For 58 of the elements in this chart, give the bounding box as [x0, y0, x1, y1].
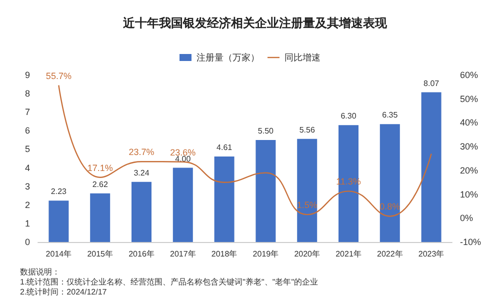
x-tick-label: 2022年 [377, 250, 403, 258]
bar [421, 92, 442, 242]
y-tick-label: 9 [24, 70, 30, 80]
x-tick-label: 2014年 [46, 250, 72, 258]
chart-title: 近十年我国银发经济相关企业注册量及其增速表现 [122, 16, 388, 30]
y2-tick-label: 30% [460, 142, 478, 152]
bar [380, 124, 400, 242]
y-tick-label: 5 [24, 144, 30, 154]
x-tick-label: 2017年 [170, 250, 196, 258]
data-label: 55.7% [46, 70, 72, 81]
y2-tick-label: -10% [460, 237, 482, 247]
data-label: 5.56 [299, 125, 316, 134]
bar [48, 200, 69, 242]
x-tick-label: 2016年 [128, 250, 154, 258]
x-tick-label: 2018年 [211, 250, 238, 258]
bar [132, 182, 152, 242]
y2-tick-label: 60% [460, 70, 478, 80]
text: 2.统计时间：2024/12/17 [20, 288, 108, 296]
y-tick-label: 6 [24, 126, 30, 136]
y2-tick-label: 50% [460, 94, 478, 104]
x-tick-label: 2019年 [252, 250, 279, 258]
x-tick-label: 2015年 [87, 250, 113, 258]
y-tick-label: 8 [24, 88, 30, 99]
data-label: 3.24 [134, 168, 150, 178]
data-label: 17.1% [87, 162, 113, 173]
bar [172, 168, 193, 242]
legend-label: 同比增速 [284, 52, 320, 62]
bar [338, 125, 358, 242]
bar [256, 140, 276, 242]
y2-tick-label: 40% [460, 118, 478, 128]
text: 1.统计范围：仅统计企业名称、经营范围、产品名称包含关键词"养老"、"老年"的企业 [20, 278, 318, 286]
data-label: 8.07 [424, 78, 440, 88]
legend-label: 注册量（万家） [196, 52, 260, 62]
data-label: 4.61 [216, 142, 233, 152]
bar [214, 156, 234, 242]
data-label: 6.35 [382, 110, 398, 120]
x-tick-label: 2023年 [418, 250, 444, 258]
x-tick-label: 2021年 [336, 250, 362, 258]
data-label: 6.30 [340, 112, 357, 121]
y-tick-label: 7 [24, 107, 30, 118]
data-label: 2.62 [92, 180, 108, 189]
y2-tick-label: 20% [460, 165, 478, 176]
y-tick-label: 4 [24, 162, 30, 173]
text: 数据说明： [20, 268, 60, 276]
y2-tick-label: 10% [460, 189, 478, 200]
data-label: 1.5% [296, 200, 318, 210]
data-label: 5.50 [258, 126, 274, 136]
y-tick-label: 1 [24, 218, 30, 228]
bar [90, 193, 110, 242]
x-tick-label: 2020年 [294, 250, 320, 258]
y2-tick-label: 0% [460, 213, 474, 224]
y-tick-label: 3 [24, 181, 30, 192]
y-tick-label: 2 [24, 200, 30, 210]
data-label: 0.8% [380, 202, 400, 212]
data-label: 23.7% [128, 147, 154, 158]
y-tick-label: 0 [24, 237, 30, 247]
data-label: 2.23 [50, 187, 68, 196]
bar [297, 138, 318, 242]
